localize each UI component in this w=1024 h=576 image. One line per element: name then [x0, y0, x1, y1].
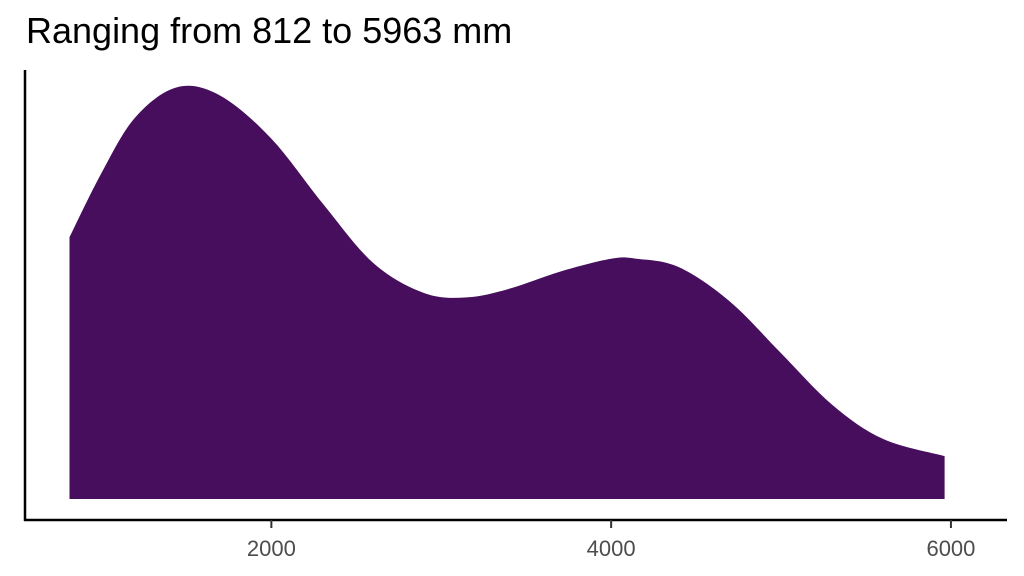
x-tick-label: 4000: [587, 536, 636, 561]
chart-title: Ranging from 812 to 5963 mm: [26, 10, 513, 51]
x-tick-label: 6000: [926, 536, 975, 561]
density-area: [69, 85, 945, 500]
x-tick-label: 2000: [247, 536, 296, 561]
x-axis-ticks: 2000 4000 6000: [247, 520, 975, 561]
